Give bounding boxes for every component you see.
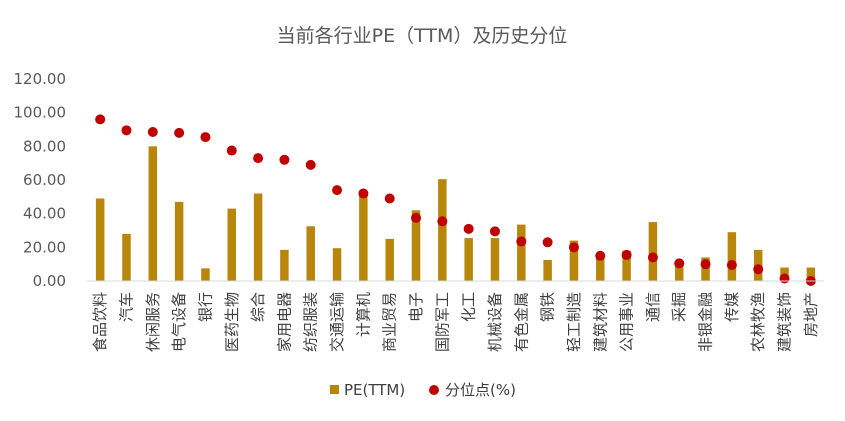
x-tick-label: 采掘 bbox=[670, 292, 688, 322]
dot bbox=[753, 264, 764, 275]
x-tick-label: 汽车 bbox=[117, 292, 135, 322]
x-axis-labels: 食品饮料 汽车 休闲服务 电气设备 银行 医药生物 综合 家用电器 纺织服装 交通运输 计算机 商业贸… bbox=[91, 292, 820, 352]
x-tick-label: 轻工制造 bbox=[565, 292, 583, 352]
bar bbox=[806, 267, 816, 281]
legend-dot-label: 分位点(%) bbox=[445, 381, 516, 399]
dot bbox=[779, 273, 790, 284]
x-tick-label: 通信 bbox=[644, 292, 662, 322]
dot bbox=[174, 127, 185, 138]
x-tick-label: 公用事业 bbox=[618, 292, 636, 352]
dot bbox=[384, 193, 395, 204]
dot bbox=[542, 237, 553, 248]
x-tick-label: 休闲服务 bbox=[144, 292, 162, 352]
x-tick-label: 医药生物 bbox=[223, 292, 241, 352]
dot bbox=[621, 249, 632, 260]
bar bbox=[517, 224, 526, 281]
x-tick-label: 商业贸易 bbox=[381, 292, 399, 352]
x-tick-label: 建筑材料 bbox=[591, 292, 609, 352]
y-tick-label: 20.00 bbox=[23, 238, 66, 256]
dot bbox=[121, 125, 132, 136]
dot bbox=[700, 259, 711, 270]
bar bbox=[148, 146, 158, 281]
legend-bar-label: PE(TTM) bbox=[344, 381, 405, 399]
x-tick-label: 房地产 bbox=[802, 292, 820, 337]
dot bbox=[674, 258, 685, 269]
x-tick-label: 电气设备 bbox=[170, 292, 188, 352]
y-tick-label: 60.00 bbox=[23, 171, 66, 189]
dot bbox=[226, 145, 237, 156]
y-tick-label: 100.00 bbox=[14, 104, 67, 122]
x-tick-label: 银行 bbox=[196, 292, 214, 322]
bar bbox=[385, 238, 394, 281]
x-tick-label: 交通运输 bbox=[328, 292, 346, 352]
bar bbox=[122, 233, 131, 281]
y-tick-label: 0.00 bbox=[33, 272, 66, 290]
x-tick-label: 建筑装饰 bbox=[776, 292, 794, 352]
x-tick-label: 家用电器 bbox=[275, 292, 293, 352]
legend-dot-swatch bbox=[429, 385, 439, 395]
y-tick-label: 80.00 bbox=[23, 137, 66, 155]
dot bbox=[95, 114, 106, 125]
bar bbox=[596, 256, 605, 281]
chart-title: 当前各行业PE（TTM）及历史分位 bbox=[277, 25, 568, 47]
bar bbox=[438, 179, 447, 281]
bar bbox=[201, 268, 210, 281]
x-tick-label: 非银金融 bbox=[697, 292, 715, 352]
x-tick-label: 电子 bbox=[407, 292, 425, 322]
bar bbox=[622, 250, 631, 281]
dot bbox=[437, 216, 448, 227]
dot bbox=[358, 188, 369, 199]
dot bbox=[147, 127, 158, 138]
x-tick-label: 综合 bbox=[249, 292, 267, 322]
bar bbox=[727, 232, 737, 281]
x-tick-label: 钢铁 bbox=[539, 292, 557, 322]
dot bbox=[568, 242, 579, 253]
dot bbox=[305, 159, 316, 170]
x-tick-label: 传媒 bbox=[723, 292, 741, 322]
bar bbox=[648, 222, 658, 281]
bar bbox=[490, 238, 500, 281]
x-tick-label: 国防军工 bbox=[433, 292, 451, 352]
dot bbox=[595, 250, 606, 261]
dot bbox=[253, 153, 264, 164]
dot bbox=[332, 185, 343, 196]
x-tick-label: 化工 bbox=[460, 292, 478, 322]
x-tick-label: 食品饮料 bbox=[91, 292, 109, 352]
bar bbox=[95, 198, 105, 281]
bar bbox=[543, 259, 552, 281]
bar bbox=[569, 240, 579, 281]
bar bbox=[253, 193, 263, 281]
x-tick-label: 有色金属 bbox=[512, 292, 530, 352]
dot bbox=[411, 212, 422, 223]
legend: PE(TTM) 分位点(%) bbox=[330, 381, 516, 399]
x-tick-label: 机械设备 bbox=[486, 292, 504, 352]
y-tick-label: 120.00 bbox=[14, 70, 67, 88]
dot bbox=[516, 236, 527, 247]
x-tick-label: 计算机 bbox=[354, 292, 372, 337]
dot bbox=[200, 132, 211, 143]
bar bbox=[701, 257, 710, 281]
bar bbox=[280, 249, 289, 281]
bar bbox=[174, 201, 184, 281]
bar bbox=[674, 264, 684, 281]
dot bbox=[279, 154, 290, 165]
bar bbox=[359, 191, 368, 281]
bar bbox=[227, 208, 237, 281]
bar bbox=[332, 248, 342, 281]
dot bbox=[647, 252, 658, 263]
dot bbox=[726, 260, 737, 271]
bar bbox=[411, 210, 421, 281]
dot bbox=[463, 223, 474, 234]
x-tick-label: 农林牧渔 bbox=[749, 292, 767, 352]
legend-bar-swatch bbox=[330, 385, 339, 394]
y-axis: 0.00 20.00 40.00 60.00 80.00 100.00 120.00 bbox=[14, 70, 67, 290]
y-tick-label: 40.00 bbox=[23, 205, 66, 223]
dot-series bbox=[95, 114, 816, 286]
bar bbox=[306, 226, 315, 281]
dot bbox=[489, 226, 500, 237]
bar bbox=[464, 238, 473, 281]
x-tick-label: 纺织服装 bbox=[302, 292, 320, 352]
